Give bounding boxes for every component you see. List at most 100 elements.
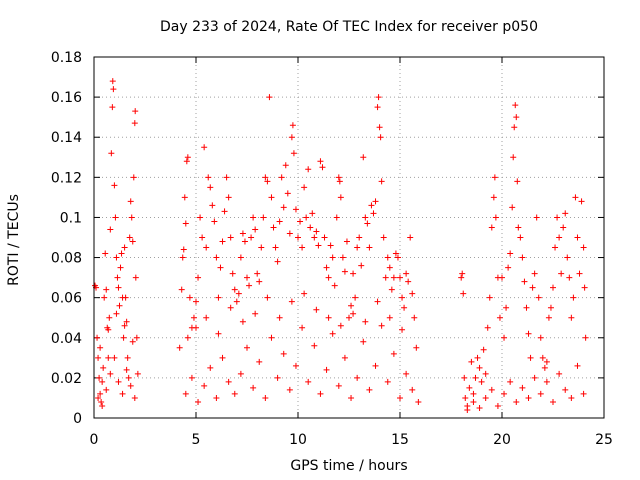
data-point bbox=[307, 224, 314, 231]
data-point bbox=[244, 274, 250, 281]
data-point bbox=[543, 358, 550, 365]
x-tick-label: 5 bbox=[192, 432, 201, 448]
data-point bbox=[490, 194, 497, 201]
data-point bbox=[231, 286, 238, 293]
data-point bbox=[578, 198, 585, 205]
data-point bbox=[109, 104, 116, 111]
data-point bbox=[366, 386, 373, 393]
data-point bbox=[358, 262, 365, 269]
data-point bbox=[378, 178, 385, 185]
data-point bbox=[106, 314, 113, 321]
data-point bbox=[581, 284, 588, 291]
data-point bbox=[119, 390, 126, 397]
data-point bbox=[407, 234, 414, 241]
data-point bbox=[132, 274, 139, 281]
data-point bbox=[103, 386, 110, 393]
data-point bbox=[496, 314, 503, 321]
data-point bbox=[527, 354, 534, 361]
data-point bbox=[568, 314, 575, 321]
data-point bbox=[121, 244, 128, 251]
data-point bbox=[113, 310, 120, 317]
data-point bbox=[509, 204, 516, 211]
axis-ticks bbox=[93, 56, 605, 419]
data-point bbox=[346, 314, 352, 321]
data-point bbox=[403, 370, 410, 377]
data-point bbox=[576, 270, 583, 277]
x-tick-label: 15 bbox=[391, 432, 409, 448]
data-point bbox=[237, 254, 244, 261]
data-point bbox=[390, 350, 397, 357]
data-point bbox=[195, 274, 202, 281]
data-point bbox=[268, 194, 275, 201]
data-point bbox=[558, 270, 565, 277]
data-point bbox=[250, 384, 257, 391]
data-point bbox=[203, 314, 210, 321]
data-point bbox=[188, 374, 195, 381]
data-point bbox=[262, 394, 269, 401]
data-point bbox=[239, 230, 246, 237]
data-point bbox=[562, 386, 569, 393]
data-point bbox=[335, 382, 342, 389]
data-point bbox=[123, 366, 130, 373]
data-point bbox=[193, 324, 199, 331]
data-point bbox=[472, 374, 479, 381]
data-point bbox=[394, 254, 401, 261]
data-point bbox=[115, 284, 122, 291]
data-point bbox=[131, 394, 138, 401]
data-point bbox=[221, 208, 228, 215]
data-point bbox=[299, 324, 306, 331]
data-point bbox=[386, 314, 393, 321]
data-point bbox=[462, 394, 469, 401]
data-point bbox=[303, 214, 310, 221]
data-point bbox=[215, 294, 222, 301]
data-point bbox=[486, 294, 493, 301]
data-point bbox=[405, 278, 412, 285]
data-point bbox=[301, 184, 308, 191]
data-point bbox=[250, 214, 257, 221]
data-point bbox=[305, 378, 312, 385]
data-point bbox=[95, 354, 102, 361]
data-point bbox=[319, 164, 326, 171]
data-point bbox=[413, 344, 420, 351]
data-point bbox=[272, 244, 279, 251]
data-point bbox=[241, 238, 248, 245]
data-point bbox=[386, 264, 393, 271]
data-point bbox=[274, 258, 281, 265]
data-point bbox=[562, 210, 569, 217]
data-point bbox=[301, 290, 308, 297]
data-point bbox=[186, 294, 193, 301]
data-point bbox=[120, 334, 127, 341]
data-point bbox=[99, 378, 106, 385]
data-point bbox=[227, 234, 234, 241]
data-point bbox=[531, 374, 538, 381]
data-point bbox=[333, 214, 340, 221]
data-point bbox=[107, 226, 114, 233]
data-point bbox=[176, 344, 183, 351]
data-point bbox=[480, 346, 487, 353]
data-point bbox=[523, 304, 530, 311]
data-point bbox=[570, 294, 577, 301]
data-point bbox=[108, 150, 115, 157]
data-point bbox=[470, 390, 477, 397]
data-point bbox=[276, 218, 283, 225]
data-point bbox=[531, 270, 538, 277]
data-point bbox=[323, 264, 330, 271]
data-point bbox=[537, 390, 544, 397]
data-point bbox=[182, 220, 189, 227]
data-point bbox=[323, 366, 330, 373]
data-point bbox=[99, 402, 106, 409]
data-point bbox=[580, 390, 587, 397]
data-point bbox=[350, 310, 357, 317]
y-tick-label: 0.06 bbox=[51, 291, 82, 307]
data-point bbox=[580, 244, 587, 251]
data-point bbox=[297, 218, 304, 225]
data-point bbox=[377, 134, 384, 141]
data-point bbox=[343, 238, 350, 245]
data-point bbox=[223, 174, 230, 181]
data-point bbox=[101, 294, 108, 301]
x-tick-labels: 0 5 10 15 20 25 bbox=[90, 432, 613, 448]
data-point bbox=[374, 104, 381, 111]
data-point bbox=[128, 214, 135, 221]
data-point bbox=[397, 394, 403, 401]
x-tick-label: 20 bbox=[493, 432, 511, 448]
